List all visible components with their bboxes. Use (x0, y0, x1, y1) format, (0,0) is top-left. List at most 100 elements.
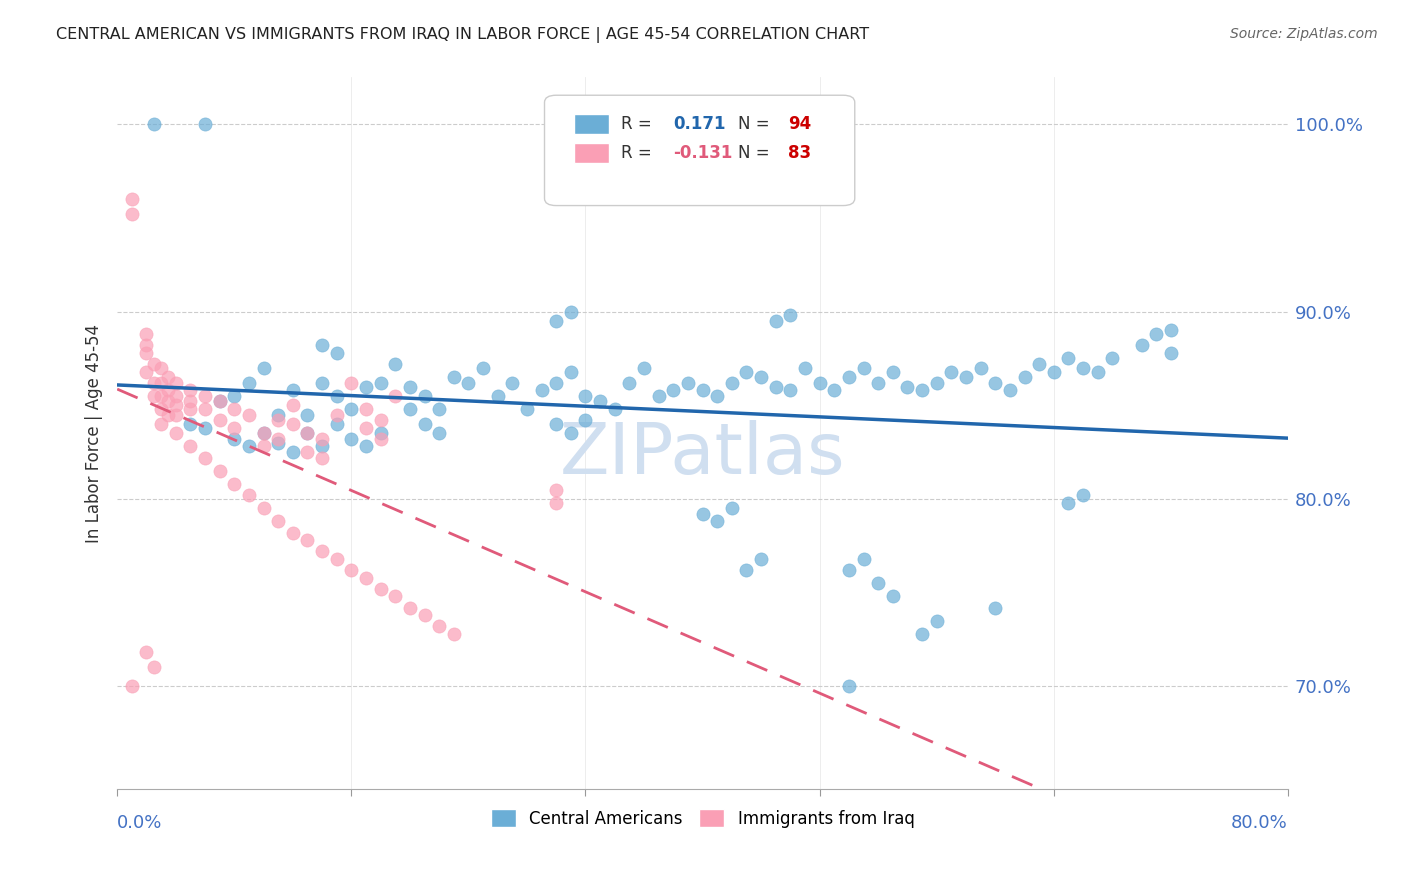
Point (692, 383, 714, 397)
Point (179, 417, 201, 431)
Point (179, 394, 201, 409)
FancyBboxPatch shape (574, 114, 609, 135)
Point (721, 501, 744, 516)
Point (530, 383, 553, 397)
Point (603, 401, 626, 416)
Point (399, 401, 422, 416)
Point (779, 383, 801, 397)
Point (706, 389, 728, 403)
Point (823, 383, 845, 397)
Point (165, 408, 187, 422)
Point (194, 389, 217, 403)
Point (384, 389, 406, 403)
Point (311, 432, 333, 446)
Point (267, 413, 290, 427)
Point (208, 394, 231, 409)
Point (354, 401, 377, 416)
Point (1057, 351, 1080, 366)
Point (354, 379, 377, 393)
Point (955, 370, 977, 384)
Point (194, 420, 217, 434)
Point (574, 389, 596, 403)
Point (472, 360, 495, 375)
Point (252, 426, 274, 441)
Point (427, 619, 450, 633)
Point (370, 376, 392, 390)
Point (546, 495, 568, 509)
Point (998, 383, 1021, 397)
Point (896, 379, 918, 393)
Text: 94: 94 (787, 115, 811, 134)
Point (413, 607, 436, 622)
Point (1101, 351, 1123, 366)
Point (808, 376, 831, 390)
Point (384, 589, 406, 603)
Point (157, 383, 180, 397)
Point (267, 432, 290, 446)
Point (1087, 364, 1109, 378)
Point (150, 389, 173, 403)
Point (297, 408, 319, 422)
Point (238, 408, 260, 422)
Text: 0.0%: 0.0% (117, 814, 163, 832)
Point (721, 376, 744, 390)
Point (370, 413, 392, 427)
Point (676, 376, 699, 390)
Point (794, 360, 817, 375)
Point (1071, 360, 1094, 375)
Point (868, 376, 890, 390)
FancyBboxPatch shape (544, 95, 855, 205)
Text: R =: R = (620, 115, 657, 134)
Point (194, 117, 217, 131)
Point (384, 357, 406, 371)
Point (427, 426, 450, 441)
Point (267, 435, 290, 450)
Point (984, 376, 1007, 390)
Point (252, 360, 274, 375)
Point (749, 370, 772, 384)
Point (252, 439, 274, 453)
Point (443, 626, 465, 640)
Point (457, 376, 479, 390)
Point (443, 370, 465, 384)
Point (1042, 364, 1064, 378)
Point (911, 626, 934, 640)
Point (224, 401, 246, 416)
Point (121, 192, 143, 206)
Point (142, 117, 165, 131)
Point (546, 417, 568, 431)
Point (208, 464, 231, 478)
Text: Source: ZipAtlas.com: Source: ZipAtlas.com (1230, 27, 1378, 41)
Point (399, 379, 422, 393)
Point (765, 379, 787, 393)
Point (852, 360, 875, 375)
Point (941, 364, 963, 378)
Point (852, 551, 875, 566)
Text: N =: N = (738, 144, 775, 161)
Point (647, 389, 669, 403)
Point (370, 582, 392, 596)
Point (238, 376, 260, 390)
Text: 0.171: 0.171 (673, 115, 725, 134)
Point (142, 357, 165, 371)
Point (311, 450, 333, 465)
Point (354, 439, 377, 453)
Point (281, 383, 304, 397)
Point (165, 426, 187, 441)
Point (142, 660, 165, 674)
Point (486, 389, 509, 403)
Point (560, 304, 582, 318)
Point (560, 364, 582, 378)
Point (546, 376, 568, 390)
Point (297, 426, 319, 441)
Text: N =: N = (738, 115, 775, 134)
Point (267, 408, 290, 422)
Point (165, 376, 187, 390)
Point (1144, 327, 1167, 342)
Point (911, 383, 934, 397)
Text: 80.0%: 80.0% (1232, 814, 1288, 832)
Point (281, 525, 304, 540)
Point (150, 376, 173, 390)
Point (354, 420, 377, 434)
Point (984, 600, 1007, 615)
